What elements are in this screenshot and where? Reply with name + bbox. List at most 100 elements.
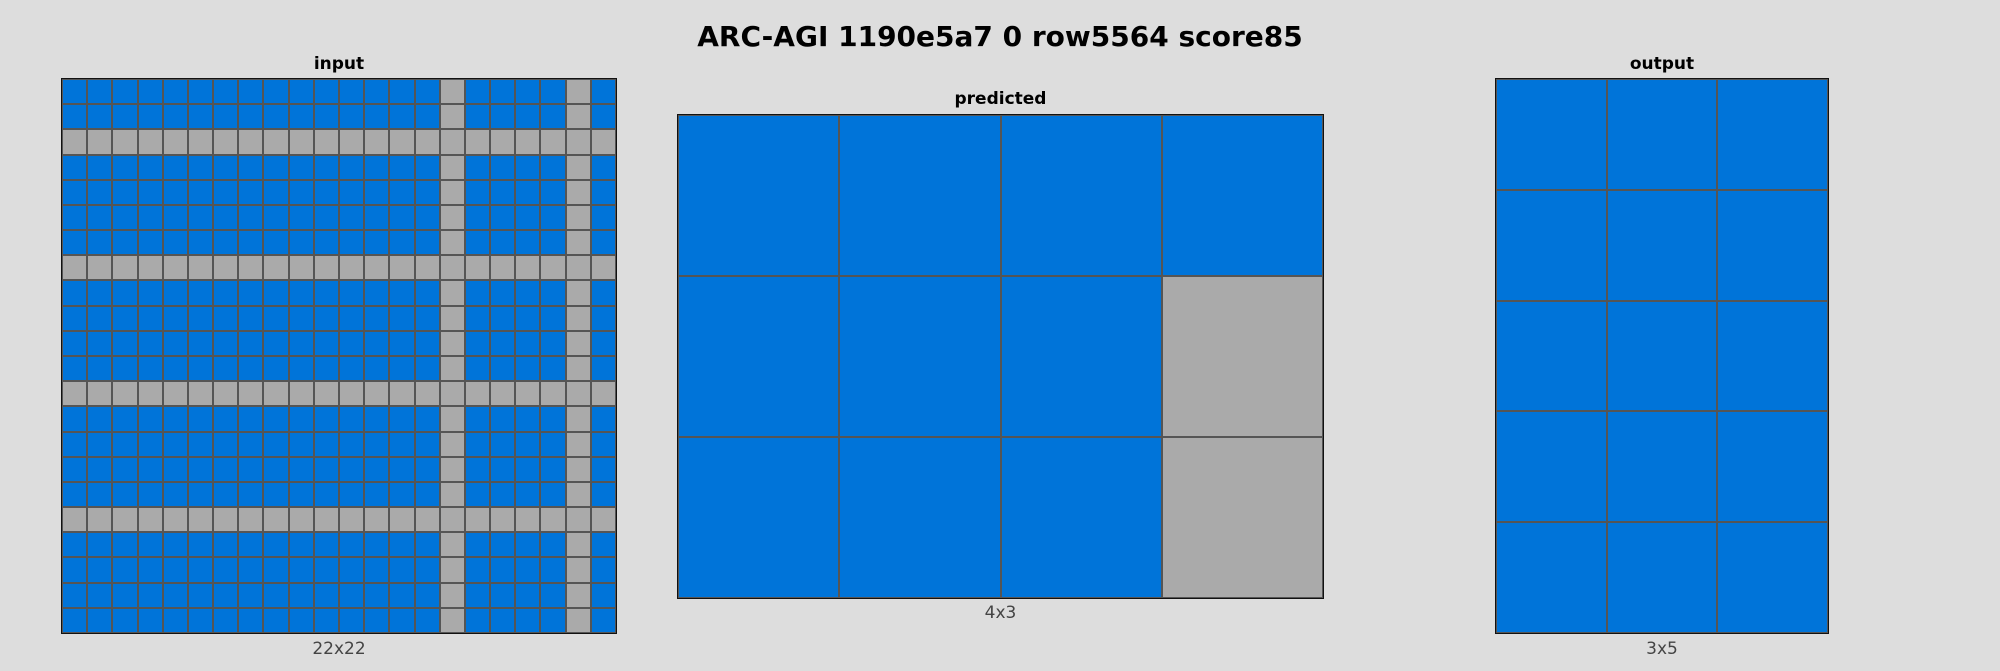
input-grid-cell xyxy=(565,481,591,508)
input-grid-cell xyxy=(238,204,264,231)
input-grid-cell xyxy=(112,557,138,583)
input-grid-cell xyxy=(187,230,214,256)
input-grid-cell xyxy=(439,431,465,457)
input-grid-cell xyxy=(263,532,289,558)
input-grid-cell xyxy=(338,381,365,407)
input-grid-cell xyxy=(213,330,239,356)
input-grid-cell xyxy=(338,406,365,432)
input-grid-cell xyxy=(590,507,616,533)
input-grid-cell xyxy=(87,406,113,432)
predicted-grid-cell xyxy=(678,276,840,437)
input-grid-cell xyxy=(414,230,440,256)
input-grid-cell xyxy=(137,104,163,130)
input-grid-cell xyxy=(112,204,138,231)
input-grid-cell xyxy=(439,129,465,155)
input-grid-cell xyxy=(62,154,88,180)
input-grid-cell xyxy=(313,557,339,583)
input-grid-cell xyxy=(490,280,516,306)
input-grid-cell xyxy=(590,582,616,608)
input-grid-cell xyxy=(187,179,214,205)
input-grid-cell xyxy=(565,456,591,482)
input-grid-cell xyxy=(238,557,264,583)
input-grid-cell xyxy=(364,154,390,180)
predicted-grid xyxy=(677,114,1324,599)
input-grid-cell xyxy=(62,381,88,407)
input-grid-cell xyxy=(464,79,491,105)
input-grid-cell xyxy=(540,129,566,155)
input-grid-cell xyxy=(364,179,390,205)
input-grid-cell xyxy=(62,204,88,231)
input-grid-cell xyxy=(238,79,264,105)
input-grid-cell xyxy=(162,129,188,155)
predicted-grid-cell xyxy=(1000,276,1162,437)
input-grid-cell xyxy=(62,507,88,533)
input-grid-cell xyxy=(213,230,239,256)
input-grid-cell xyxy=(313,532,339,558)
input-grid-cell xyxy=(112,431,138,457)
input-grid-cell xyxy=(62,230,88,256)
input-grid-cell xyxy=(565,507,591,533)
input-grid-cell xyxy=(263,355,289,382)
input-grid-cell xyxy=(313,104,339,130)
input-grid-cell xyxy=(414,607,440,633)
input-grid-cell xyxy=(565,79,591,105)
input-grid-cell xyxy=(137,280,163,306)
input-grid-cell xyxy=(364,280,390,306)
input-grid-cell xyxy=(238,355,264,382)
input-grid-cell xyxy=(288,204,314,231)
input-grid-cell xyxy=(590,355,616,382)
input-grid-cell xyxy=(338,481,365,508)
input-grid-cell xyxy=(187,607,214,633)
input-grid-cell xyxy=(87,204,113,231)
input-grid-cell xyxy=(490,507,516,533)
input-grid-cell xyxy=(414,280,440,306)
input-grid-cell xyxy=(389,129,415,155)
input-grid-cell xyxy=(565,532,591,558)
input-grid-cell xyxy=(439,280,465,306)
input-grid-cell xyxy=(288,355,314,382)
input-grid-cell xyxy=(288,582,314,608)
input-grid-cell xyxy=(213,355,239,382)
input-grid-cell xyxy=(213,431,239,457)
input-grid-cell xyxy=(490,406,516,432)
input-grid-cell xyxy=(414,79,440,105)
input-grid-cell xyxy=(137,79,163,105)
input-grid-cell xyxy=(439,204,465,231)
input-grid-cell xyxy=(263,305,289,331)
input-grid-cell xyxy=(389,607,415,633)
input-grid-cell xyxy=(213,104,239,130)
input-panel-title: input xyxy=(313,54,365,74)
input-grid-cell xyxy=(187,154,214,180)
input-grid-cell xyxy=(62,129,88,155)
input-grid-cell xyxy=(238,406,264,432)
input-grid-cell xyxy=(137,532,163,558)
input-grid-cell xyxy=(464,582,491,608)
input-grid-cell xyxy=(540,607,566,633)
input-grid-cell xyxy=(288,230,314,256)
input-grid-cell xyxy=(338,431,365,457)
input-grid-cell xyxy=(439,481,465,508)
input-grid-cell xyxy=(313,406,339,432)
input-grid-cell xyxy=(515,507,541,533)
input-grid-cell xyxy=(590,456,616,482)
input-grid-cell xyxy=(137,431,163,457)
input-grid-cell xyxy=(540,280,566,306)
input-grid-cell xyxy=(162,204,188,231)
input-grid-cell xyxy=(288,456,314,482)
input-grid-cell xyxy=(263,179,289,205)
input-grid-cell xyxy=(238,456,264,482)
input-grid-cell xyxy=(515,204,541,231)
input-grid-cell xyxy=(62,355,88,382)
input-grid-cell xyxy=(490,532,516,558)
input-grid-cell xyxy=(464,154,491,180)
input-grid-cell xyxy=(515,104,541,130)
input-grid-cell xyxy=(137,179,163,205)
predicted-grid-cell xyxy=(1161,437,1323,598)
input-grid-cell xyxy=(590,255,616,281)
input-grid-cell xyxy=(515,129,541,155)
output-grid-cell xyxy=(1606,300,1718,412)
input-grid-cell xyxy=(389,481,415,508)
input-grid-cell xyxy=(389,230,415,256)
input-grid-cell xyxy=(313,431,339,457)
input-grid-cell xyxy=(62,104,88,130)
